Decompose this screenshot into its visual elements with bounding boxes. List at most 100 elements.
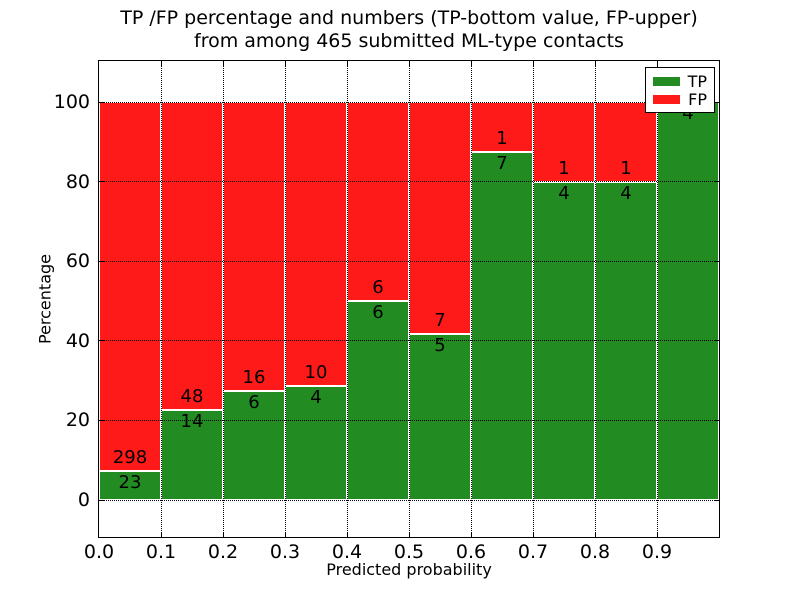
- y-tick-right-0: [714, 499, 719, 501]
- x-tick-label-0.7: 0.7: [517, 541, 549, 563]
- x-tick-label-0.5: 0.5: [393, 541, 425, 563]
- gridline-x-0.4: [346, 61, 348, 537]
- x-tick-bottom-2: [222, 532, 224, 537]
- legend-label-fp: FP: [688, 89, 707, 109]
- tp-count-label-8: 4: [620, 182, 632, 204]
- y-tick-right-100: [714, 101, 719, 103]
- fp-count-label-8: 1: [620, 157, 632, 179]
- x-tick-top-3: [284, 61, 286, 66]
- gridline-x-0.6: [470, 61, 472, 537]
- annotations-layer: 298 23 48 14 16 6 10 4 6 6 7 5 1 7 1 4 1 4 4: [99, 61, 719, 537]
- gridline-x-0.5: [408, 61, 410, 537]
- bar-tp-1: [161, 410, 223, 500]
- x-tick-bottom-3: [284, 532, 286, 537]
- gridline-x-0.1: [160, 61, 162, 537]
- bar-fp-7: [533, 102, 595, 182]
- y-tick-label-20: 20: [65, 409, 90, 432]
- gridline-x-0.8: [594, 61, 596, 537]
- x-tick-top-4: [346, 61, 348, 66]
- bar-tp-3: [285, 386, 347, 500]
- x-tick-top-2: [222, 61, 224, 66]
- y-tick-right-40: [714, 340, 719, 342]
- x-tick-label-0.8: 0.8: [579, 541, 611, 563]
- bar-tp-2: [223, 391, 285, 500]
- x-tick-label-0.2: 0.2: [207, 541, 239, 563]
- y-tick-left-20: [99, 419, 104, 421]
- y-tick-label-0: 0: [77, 489, 90, 511]
- x-tick-top-8: [594, 61, 596, 66]
- fp-count-label-3: 10: [304, 362, 328, 384]
- bar-fp-6: [471, 102, 533, 152]
- bar-fp-3: [285, 102, 347, 387]
- bar-tp-6: [471, 151, 533, 500]
- legend-row-fp: FP: [653, 91, 707, 108]
- x-tick-bottom-7: [532, 532, 534, 537]
- x-tick-label-0.3: 0.3: [269, 541, 301, 563]
- chart-title-line2: from among 465 submitted ML-type contact…: [194, 30, 624, 52]
- tp-count-label-1: 14: [180, 411, 204, 433]
- fp-count-label-6: 1: [496, 127, 508, 149]
- tick-marks-layer: [99, 61, 719, 537]
- chart-title: TP /FP percentage and numbers (TP-bottom…: [98, 7, 720, 53]
- x-tick-bottom-5: [408, 532, 410, 537]
- grid-layer: [99, 61, 719, 537]
- y-tick-right-80: [714, 181, 719, 183]
- legend-swatch-tp: [653, 76, 680, 86]
- fp-count-label-5: 7: [434, 310, 446, 332]
- y-tick-left-40: [99, 340, 104, 342]
- gridline-x-0.2: [222, 61, 224, 537]
- gridline-x-0.3: [284, 61, 286, 537]
- bar-fp-0: [99, 102, 161, 472]
- y-tick-left-80: [99, 181, 104, 183]
- x-axis-label: Predicted probability: [326, 560, 492, 579]
- y-tick-left-60: [99, 260, 104, 262]
- x-tick-label-0.6: 0.6: [455, 541, 487, 563]
- y-tick-label-40: 40: [65, 329, 90, 352]
- plot-area: 298 23 48 14 16 6 10 4 6 6 7 5 1 7 1 4 1 4 4: [98, 60, 720, 538]
- tp-count-label-0: 23: [118, 472, 142, 494]
- bar-fp-5: [409, 102, 471, 335]
- y-axis-label: Percentage: [35, 253, 55, 345]
- y-tick-label-60: 60: [65, 250, 90, 273]
- x-tick-bottom-6: [470, 532, 472, 537]
- bar-fp-1: [161, 102, 223, 411]
- x-tick-label-0.0: 0.0: [83, 541, 115, 563]
- legend-swatch-fp: [653, 94, 680, 104]
- legend: TP FP: [645, 67, 715, 113]
- tp-count-label-7: 4: [558, 182, 570, 204]
- fp-count-label-7: 1: [558, 157, 570, 179]
- x-tick-top-6: [470, 61, 472, 66]
- tp-count-label-9: 4: [682, 103, 694, 124]
- legend-row-tp: TP: [653, 73, 707, 90]
- x-tick-label-0.4: 0.4: [331, 541, 363, 563]
- bar-tp-5: [409, 334, 471, 500]
- y-tick-left-0: [99, 499, 104, 501]
- bar-tp-0: [99, 471, 161, 500]
- gridline-x-0.7: [532, 61, 534, 537]
- x-tick-bottom-4: [346, 532, 348, 537]
- tp-count-label-4: 6: [372, 302, 384, 323]
- bar-fp-2: [223, 102, 285, 392]
- tp-count-label-6: 7: [496, 152, 508, 174]
- tp-count-label-2: 6: [248, 392, 260, 414]
- x-tick-top-1: [160, 61, 162, 66]
- x-tick-top-7: [532, 61, 534, 66]
- x-tick-bottom-1: [160, 532, 162, 537]
- y-tick-label-80: 80: [65, 170, 90, 193]
- fp-count-label-4: 6: [372, 277, 384, 298]
- gridline-x-0.9: [656, 61, 658, 537]
- tp-count-label-5: 5: [434, 335, 446, 357]
- x-tick-bottom-8: [594, 532, 596, 537]
- fp-count-label-0: 298: [112, 447, 148, 469]
- x-tick-label-0.1: 0.1: [145, 541, 177, 563]
- fp-count-label-2: 16: [242, 367, 266, 389]
- y-tick-left-100: [99, 101, 104, 103]
- x-tick-bottom-9: [656, 532, 658, 537]
- bar-tp-4: [347, 301, 409, 500]
- x-tick-top-9: [656, 61, 658, 66]
- tp-count-label-3: 4: [310, 387, 322, 409]
- y-tick-right-60: [714, 260, 719, 262]
- y-tick-label-100: 100: [53, 91, 90, 113]
- fp-count-label-1: 48: [180, 386, 204, 408]
